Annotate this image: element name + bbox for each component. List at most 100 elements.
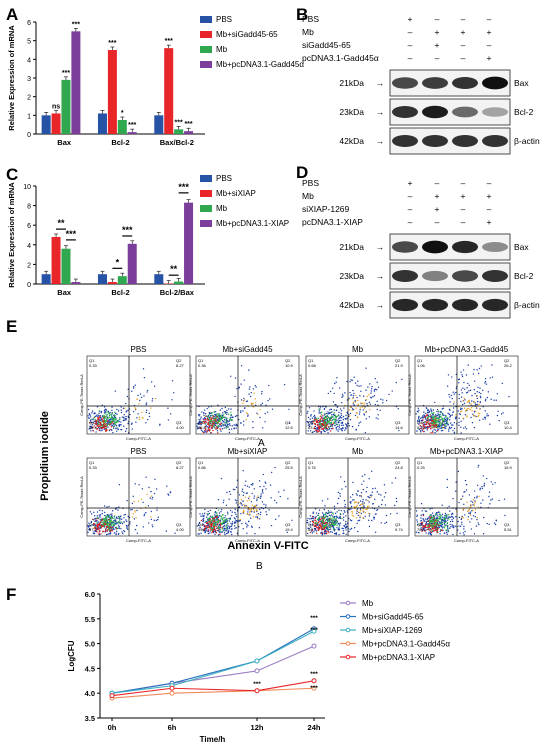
event-dot — [359, 407, 361, 409]
event-dot — [425, 418, 427, 420]
event-dot — [354, 382, 357, 384]
flow-plot-frame — [195, 355, 300, 435]
event-dot — [484, 400, 487, 402]
event-dot — [111, 526, 113, 529]
event-dot — [428, 410, 430, 412]
event-dot — [351, 379, 354, 382]
data-point — [254, 688, 260, 694]
event-dot — [451, 414, 454, 416]
event-dot — [329, 412, 331, 414]
event-dot — [226, 517, 228, 520]
blot-band — [392, 270, 418, 282]
event-dot — [340, 419, 342, 422]
event-dot — [227, 525, 229, 527]
event-dot — [338, 428, 340, 430]
event-dot — [315, 512, 318, 514]
event-dot — [226, 525, 228, 527]
event-dot — [236, 425, 238, 427]
event-dot — [417, 419, 419, 422]
event-dot — [93, 515, 96, 517]
event-dot — [482, 475, 484, 477]
event-dot — [95, 519, 97, 521]
event-dot — [439, 419, 442, 421]
event-dot — [93, 524, 95, 526]
event-dot — [312, 512, 314, 514]
event-dot — [380, 522, 382, 524]
flow-plot-title: Mb+siXIAP — [228, 447, 268, 456]
event-dot — [384, 522, 386, 525]
event-dot — [418, 409, 420, 411]
event-dot — [460, 389, 463, 391]
event-dot — [327, 425, 330, 428]
event-dot — [342, 527, 344, 530]
event-dot — [271, 408, 274, 410]
event-dot — [364, 406, 366, 408]
event-dot — [130, 509, 132, 511]
event-dot — [166, 485, 168, 487]
event-dot — [321, 428, 323, 430]
y-tick-label: 6 — [27, 223, 31, 230]
event-dot — [220, 424, 222, 427]
event-dot — [274, 518, 277, 521]
event-dot — [262, 473, 265, 476]
event-dot — [268, 509, 270, 511]
event-dot — [488, 523, 490, 526]
event-dot — [351, 408, 354, 410]
event-dot — [460, 400, 462, 403]
event-dot — [215, 529, 217, 532]
event-dot — [123, 407, 126, 410]
event-dot — [238, 520, 240, 522]
event-dot — [208, 521, 210, 523]
event-dot — [240, 399, 243, 401]
x-axis-title: Time/h — [200, 735, 226, 744]
event-dot — [309, 518, 311, 520]
event-dot — [355, 517, 358, 519]
event-dot — [136, 417, 138, 419]
event-dot — [437, 420, 439, 423]
event-dot — [102, 519, 105, 521]
event-dot — [198, 524, 200, 526]
quadrant-label: Q4 — [417, 522, 423, 527]
quadrant-label: Q1 — [308, 460, 314, 465]
event-dot — [151, 496, 154, 499]
event-dot — [319, 516, 321, 518]
bar — [61, 79, 71, 134]
event-dot — [321, 418, 324, 420]
event-dot — [247, 415, 249, 417]
event-dot — [120, 424, 122, 426]
event-dot — [332, 513, 334, 515]
event-dot — [430, 515, 432, 517]
event-dot — [245, 492, 248, 495]
event-dot — [328, 523, 331, 526]
event-dot — [123, 529, 125, 532]
event-dot — [433, 412, 435, 414]
event-dot — [308, 407, 311, 409]
event-dot — [427, 422, 429, 424]
data-point — [109, 693, 115, 699]
event-dot — [148, 415, 151, 418]
quadrant-label: Q4 — [198, 522, 204, 527]
event-dot — [335, 381, 337, 383]
event-dot — [120, 411, 123, 414]
event-dot — [105, 518, 108, 520]
event-dot — [226, 526, 228, 529]
event-dot — [209, 515, 212, 517]
y-tick-label: 5 — [27, 39, 31, 46]
event-dot — [242, 420, 245, 422]
significance-label: *** — [310, 615, 318, 622]
blot-condition-mark: – — [408, 204, 413, 214]
event-dot — [374, 403, 377, 406]
quadrant-label: Q2 — [176, 358, 182, 363]
event-dot — [223, 519, 226, 521]
event-dot — [116, 427, 118, 429]
event-dot — [448, 513, 450, 516]
event-dot — [420, 523, 422, 525]
event-dot — [104, 413, 107, 415]
event-dot — [435, 414, 437, 416]
event-dot — [446, 421, 448, 423]
event-dot — [369, 403, 372, 405]
event-dot — [327, 512, 329, 514]
bar — [117, 276, 127, 284]
event-dot — [126, 499, 128, 502]
event-dot — [226, 422, 228, 424]
